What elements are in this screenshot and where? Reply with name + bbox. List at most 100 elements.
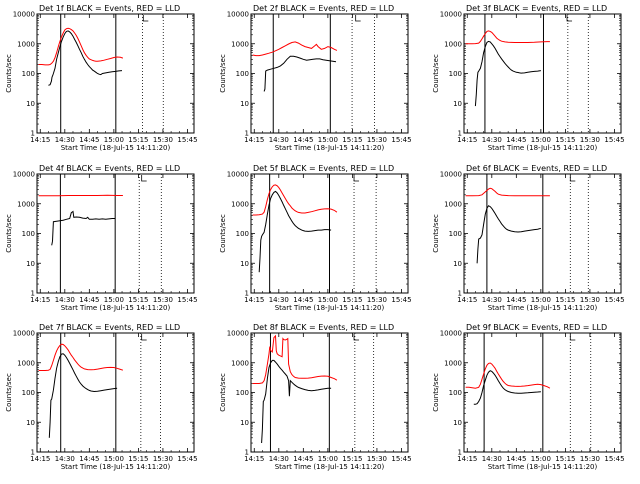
- x-tick-label: 15:45: [604, 136, 624, 144]
- x-tick-label: 14:45: [79, 136, 99, 144]
- y-tick-label: 100: [236, 389, 249, 397]
- series-lld: [465, 187, 550, 197]
- y-tick-label: 1: [245, 130, 249, 138]
- x-tick-label: 14:45: [293, 136, 313, 144]
- x-tick-label: 15:15: [342, 455, 362, 463]
- x-tick-label: 15:45: [177, 136, 197, 144]
- plot-frame: [250, 13, 409, 134]
- x-axis-label: Start Time (18-Jul-15 14:11:20): [275, 463, 385, 471]
- x-tick-label: 15:00: [531, 296, 551, 304]
- x-tick-label: 15:00: [104, 455, 124, 463]
- x-tick-label: 14:15: [244, 296, 264, 304]
- detector-panel-7: Det 7f BLACK = Events, RED = LLD 1 10 100 10…: [5, 323, 198, 471]
- x-tick-label: 14:15: [30, 296, 50, 304]
- x-tick-label: 15:00: [531, 455, 551, 463]
- x-tick-label: 15:00: [104, 296, 124, 304]
- x-tick-label: 15:30: [367, 136, 387, 144]
- series-events: [476, 205, 542, 264]
- x-tick-label: 15:30: [580, 296, 600, 304]
- y-tick-label: 1: [31, 130, 35, 138]
- y-tick-label: 10: [26, 100, 35, 108]
- series-events: [48, 353, 118, 438]
- y-tick-label: 1000: [231, 40, 249, 48]
- y-tick-label: 1000: [444, 40, 462, 48]
- y-tick-label: 1: [31, 290, 35, 298]
- x-tick-label: 14:30: [269, 455, 289, 463]
- y-tick-label: 1: [458, 449, 462, 457]
- x-tick-label: 14:15: [457, 455, 477, 463]
- x-tick-label: 14:30: [482, 136, 502, 144]
- y-axis-label: Counts/sec: [5, 373, 13, 412]
- x-tick-label: 14:45: [79, 455, 99, 463]
- panel-title: Det 4f BLACK = Events, RED = LLD: [39, 164, 180, 173]
- y-tick-label: 10000: [440, 11, 462, 19]
- x-axis-label: Start Time (18-Jul-15 14:11:20): [488, 463, 598, 471]
- series-lld: [38, 194, 123, 197]
- x-tick-label: 14:30: [269, 136, 289, 144]
- series-lld: [252, 41, 338, 57]
- y-tick-label: 10: [240, 260, 249, 268]
- y-tick-label: 1: [245, 449, 249, 457]
- panel-title: Det 2f BLACK = Events, RED = LLD: [253, 4, 394, 13]
- series-events: [48, 30, 123, 86]
- x-tick-label: 14:30: [55, 136, 75, 144]
- y-tick-label: 100: [22, 230, 35, 238]
- x-tick-label: 15:45: [391, 136, 411, 144]
- x-tick-label: 15:30: [153, 455, 173, 463]
- x-tick-label: 15:45: [604, 455, 624, 463]
- series-lld: [38, 343, 124, 371]
- x-tick-label: 14:15: [30, 136, 50, 144]
- y-tick-label: 10000: [440, 171, 462, 179]
- y-axis-label: Counts/sec: [5, 214, 13, 253]
- x-axis-label: Start Time (18-Jul-15 14:11:20): [61, 304, 171, 312]
- x-tick-label: 15:45: [604, 296, 624, 304]
- y-tick-label: 10000: [13, 11, 35, 19]
- detector-panel-2: Det 2f BLACK = Events, RED = LLD 1 10 100 10…: [219, 4, 412, 152]
- y-tick-label: 100: [449, 389, 462, 397]
- x-tick-label: 14:30: [55, 296, 75, 304]
- x-tick-label: 14:15: [457, 296, 477, 304]
- x-tick-label: 15:00: [318, 136, 338, 144]
- x-tick-label: 15:45: [391, 455, 411, 463]
- y-axis-label: Counts/sec: [432, 214, 440, 253]
- y-tick-label: 1: [458, 130, 462, 138]
- x-tick-label: 15:15: [342, 136, 362, 144]
- x-axis-label: Start Time (18-Jul-15 14:11:20): [61, 144, 171, 152]
- x-axis-label: Start Time (18-Jul-15 14:11:20): [275, 304, 385, 312]
- y-tick-label: 10: [453, 260, 462, 268]
- series-lld: [465, 30, 550, 45]
- x-tick-label: 14:15: [244, 455, 264, 463]
- panel-title: Det 8f BLACK = Events, RED = LLD: [253, 323, 394, 332]
- x-tick-label: 14:45: [506, 296, 526, 304]
- y-tick-label: 1000: [17, 40, 35, 48]
- series-events: [474, 40, 541, 107]
- x-tick-label: 14:30: [269, 296, 289, 304]
- flag-marker: [355, 15, 361, 22]
- series-events: [261, 359, 332, 444]
- x-tick-label: 15:00: [318, 455, 338, 463]
- flag-marker: [141, 334, 147, 341]
- y-tick-label: 10: [453, 419, 462, 427]
- x-tick-label: 15:30: [153, 136, 173, 144]
- x-tick-label: 14:45: [293, 296, 313, 304]
- x-tick-label: 14:15: [457, 136, 477, 144]
- x-tick-label: 15:15: [128, 136, 148, 144]
- panel-title: Det 7f BLACK = Events, RED = LLD: [39, 323, 180, 332]
- y-tick-label: 100: [449, 70, 462, 78]
- x-tick-label: 15:15: [555, 136, 575, 144]
- panel-title: Det 5f BLACK = Events, RED = LLD: [253, 164, 394, 173]
- y-tick-label: 1000: [231, 359, 249, 367]
- y-tick-label: 100: [22, 389, 35, 397]
- x-tick-label: 14:45: [506, 136, 526, 144]
- x-tick-label: 15:15: [555, 296, 575, 304]
- y-tick-label: 1: [458, 290, 462, 298]
- y-tick-label: 1000: [444, 200, 462, 208]
- series-events: [473, 370, 541, 405]
- detector-panel-6: Det 6f BLACK = Events, RED = LLD 1 10 100 10…: [432, 164, 625, 312]
- x-tick-label: 14:15: [30, 455, 50, 463]
- y-tick-label: 1000: [444, 359, 462, 367]
- plot-frame: [463, 13, 622, 134]
- flag-marker: [566, 15, 573, 22]
- y-tick-label: 10000: [13, 171, 35, 179]
